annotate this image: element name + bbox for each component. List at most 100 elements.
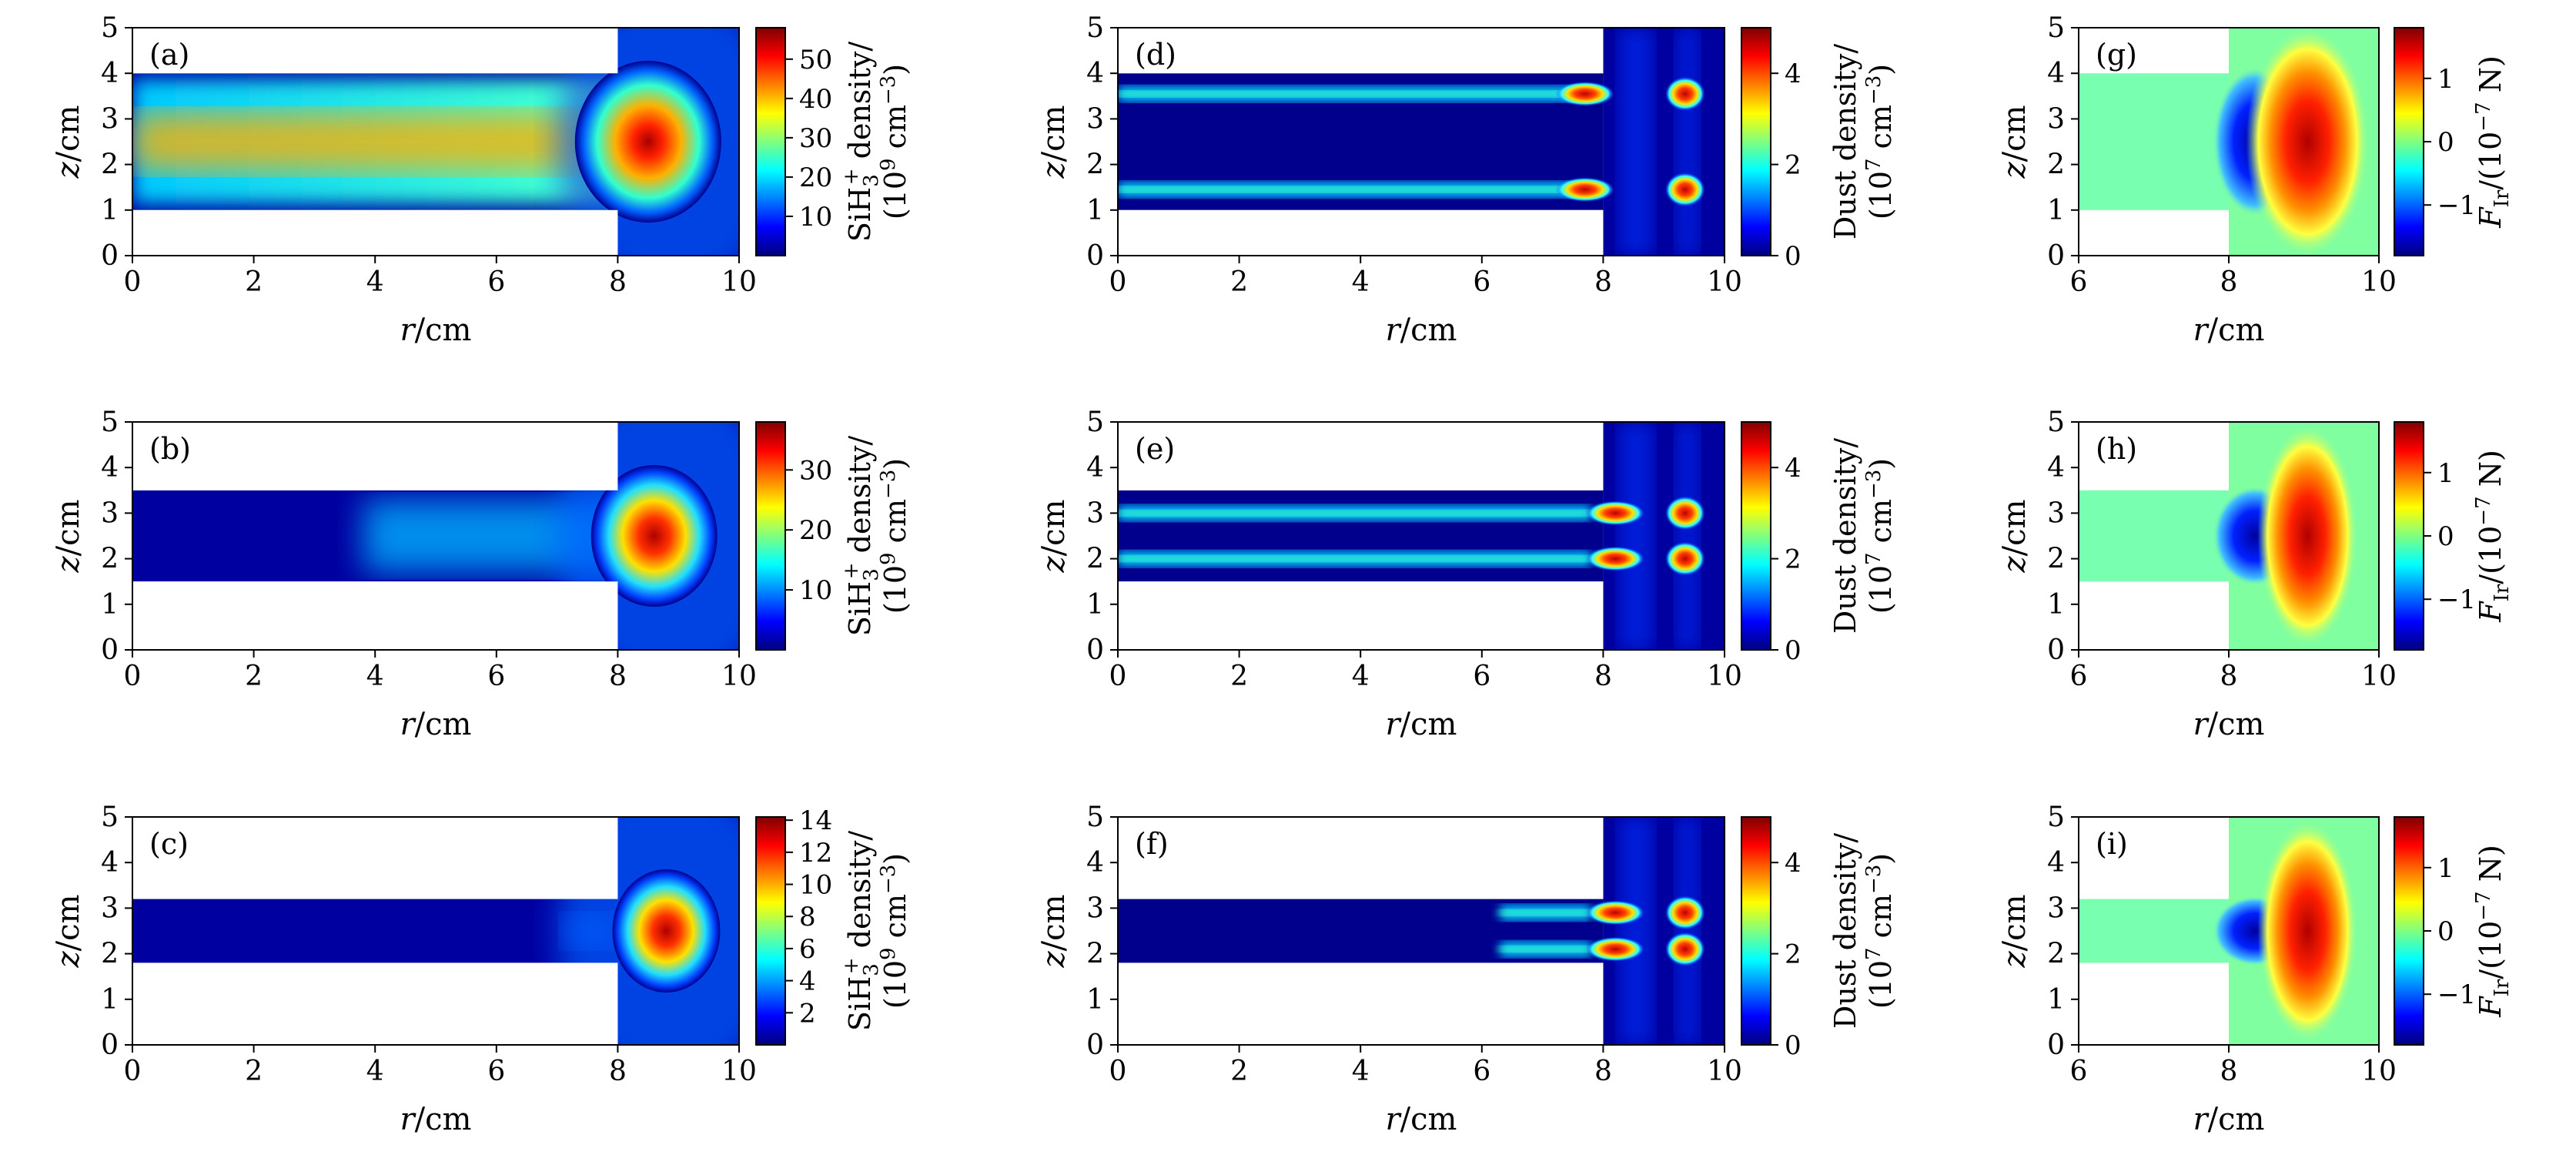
y-axis-label: z/cm: [51, 500, 86, 574]
y-tick-label: 4: [2047, 452, 2065, 484]
panel-b: 0 2 4 6 8 10 0 1 2 3 4 5 r/cm z/cm (b) 10 20 30 SiH3+ dens…: [51, 407, 912, 742]
dust-cluster: [1586, 900, 1645, 926]
y-tick-label: 5: [101, 407, 119, 438]
heatmap-field: [132, 817, 739, 1045]
colorbar: [756, 28, 785, 256]
colorbar-tick-label: 40: [799, 84, 832, 115]
colorbar-tick-label: 2: [1785, 939, 1802, 970]
electrode-bottom: [2079, 581, 2229, 650]
x-tick-label: 4: [1352, 661, 1370, 692]
colorbar-tick-label: 2: [799, 998, 816, 1029]
channel-region: [132, 899, 618, 963]
x-tick-label: 10: [1707, 1056, 1742, 1087]
colorbar-tick-label: 0: [1785, 635, 1802, 666]
colorbar-label: SiH3+ density/: [840, 436, 883, 636]
y-tick-label: 3: [1086, 892, 1104, 924]
y-tick-label: 3: [101, 497, 119, 529]
dust-cluster: [1664, 496, 1705, 531]
channel-region: [2079, 490, 2229, 582]
dust-cluster: [1664, 76, 1705, 111]
colorbar-label: SiH3+ density/: [840, 42, 883, 242]
colorbar-label: FIr/(10−7 N): [2472, 55, 2514, 229]
y-axis-label: z/cm: [51, 895, 86, 969]
y-tick-label: 2: [101, 939, 119, 970]
colorbar-label: SiH3+ density/: [840, 831, 883, 1031]
y-tick-label: 4: [2047, 58, 2065, 89]
y-tick-label: 5: [2047, 12, 2065, 44]
colorbar-tick-label: 4: [1785, 848, 1802, 879]
y-tick-label: 3: [2047, 103, 2065, 135]
x-tick-label: 8: [609, 1056, 627, 1087]
x-axis-label: r/cm: [2193, 707, 2265, 742]
y-tick-label: 1: [2047, 195, 2065, 226]
x-tick-label: 10: [2361, 661, 2397, 692]
x-tick-label: 0: [1109, 661, 1127, 692]
y-tick-label: 4: [101, 58, 119, 89]
x-axis-label: r/cm: [2193, 1102, 2265, 1137]
x-tick-label: 10: [721, 1056, 757, 1087]
dust-cluster: [1586, 546, 1645, 571]
x-tick-label: 4: [366, 1056, 384, 1087]
x-tick-label: 0: [124, 266, 142, 298]
panel-label: (c): [149, 827, 189, 861]
y-tick-label: 1: [2047, 589, 2065, 621]
x-tick-label: 6: [2070, 266, 2088, 298]
y-axis-label: z/cm: [1036, 500, 1072, 574]
electrode-bottom: [1118, 209, 1604, 256]
colorbar-label: FIr/(10−7 N): [2472, 450, 2514, 623]
colorbar-tick-label: 20: [799, 162, 832, 193]
colorbar: [1741, 422, 1771, 650]
y-tick-label: 4: [1086, 847, 1104, 879]
heatmap-field: [132, 28, 739, 256]
y-tick-label: 5: [1086, 12, 1104, 44]
dust-cluster: [1555, 81, 1614, 106]
colorbar-tick-label: 0: [2437, 127, 2454, 158]
electrode-top: [1118, 422, 1604, 490]
density-peak: [574, 61, 721, 223]
x-axis-label: r/cm: [2193, 313, 2265, 348]
x-tick-label: 8: [2220, 1056, 2238, 1087]
y-tick-label: 2: [2047, 149, 2065, 181]
x-axis-label: r/cm: [400, 1102, 472, 1137]
colorbar-frame: [1741, 421, 1771, 651]
y-tick-label: 2: [1086, 544, 1104, 575]
colorbar-label-units: (109 cm−3): [877, 458, 912, 614]
axes-frame: [132, 27, 740, 256]
panel-label: (g): [2096, 38, 2137, 72]
dust-layer-core: [1118, 510, 1591, 517]
panel-label: (h): [2096, 432, 2137, 466]
y-tick-label: 1: [1086, 984, 1104, 1016]
x-tick-label: 2: [1230, 661, 1248, 692]
x-tick-label: 8: [1594, 661, 1612, 692]
y-axis-label: z/cm: [1997, 895, 2032, 969]
y-tick-label: 1: [101, 984, 119, 1016]
dust-cluster: [1586, 500, 1645, 526]
x-tick-label: 8: [609, 661, 627, 692]
dust-cluster: [1664, 172, 1705, 207]
x-tick-label: 10: [1707, 661, 1742, 692]
y-tick-label: 5: [2047, 802, 2065, 833]
colorbar: [756, 817, 785, 1045]
colorbar-tick-label: 30: [799, 123, 832, 154]
y-axis-label: z/cm: [1997, 105, 2032, 179]
electrode-top: [132, 817, 618, 899]
panel-a: 0 2 4 6 8 10 0 1 2 3 4 5 r/cm z/cm (a) 10 20 30 40 50 SiH3+ …: [51, 12, 912, 348]
y-tick-label: 0: [2047, 634, 2065, 666]
y-tick-label: 0: [101, 240, 119, 272]
density-peak: [612, 869, 721, 993]
x-tick-label: 6: [487, 661, 505, 692]
y-tick-label: 2: [1086, 149, 1104, 181]
density-core: [132, 112, 618, 171]
colorbar-tick-label: 30: [799, 455, 832, 486]
panel-e: 0 2 4 6 8 10 0 1 2 3 4 5 r/cm z/cm (e) 0 2 4 Dust density/…: [1036, 407, 1898, 742]
y-axis-label: z/cm: [1036, 105, 1072, 179]
electrode-bottom: [132, 209, 618, 256]
heatmap-field: [1118, 422, 1725, 650]
panel-label: (b): [149, 432, 191, 466]
y-tick-label: 3: [2047, 892, 2065, 924]
x-axis-label: r/cm: [1386, 1102, 1457, 1137]
electrode-top: [1118, 28, 1604, 74]
axes-frame: [1117, 421, 1725, 651]
panel-h: 6 8 10 0 1 2 3 4 5 r/cm z/cm (h) −1 0 1 FIr/(10−7 N): [1997, 407, 2514, 742]
electrode-bottom: [132, 962, 618, 1045]
